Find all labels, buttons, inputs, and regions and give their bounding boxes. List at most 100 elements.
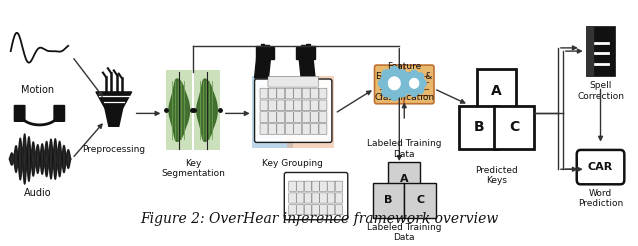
FancyBboxPatch shape	[285, 100, 293, 111]
FancyBboxPatch shape	[268, 76, 318, 87]
Polygon shape	[410, 78, 419, 88]
FancyBboxPatch shape	[375, 65, 434, 104]
Text: B: B	[384, 195, 392, 205]
FancyBboxPatch shape	[311, 112, 318, 123]
FancyBboxPatch shape	[269, 112, 276, 123]
FancyBboxPatch shape	[289, 181, 296, 191]
Polygon shape	[296, 47, 300, 59]
FancyBboxPatch shape	[304, 181, 312, 191]
FancyBboxPatch shape	[373, 183, 404, 218]
FancyBboxPatch shape	[289, 193, 296, 203]
FancyBboxPatch shape	[320, 193, 327, 203]
Polygon shape	[311, 46, 315, 59]
Polygon shape	[587, 28, 593, 75]
Text: CAR: CAR	[588, 162, 613, 172]
FancyBboxPatch shape	[302, 100, 310, 111]
FancyBboxPatch shape	[304, 205, 312, 215]
FancyBboxPatch shape	[13, 105, 26, 122]
FancyBboxPatch shape	[285, 88, 293, 99]
FancyBboxPatch shape	[335, 181, 343, 191]
FancyBboxPatch shape	[586, 26, 616, 76]
Text: Key
Segmentation: Key Segmentation	[161, 158, 225, 178]
FancyBboxPatch shape	[277, 112, 285, 123]
Polygon shape	[299, 59, 315, 78]
FancyBboxPatch shape	[577, 150, 625, 184]
FancyBboxPatch shape	[312, 181, 320, 191]
FancyBboxPatch shape	[320, 181, 327, 191]
FancyBboxPatch shape	[389, 162, 420, 196]
Text: A: A	[491, 84, 502, 98]
FancyBboxPatch shape	[302, 88, 310, 99]
FancyBboxPatch shape	[494, 106, 534, 149]
Text: Labeled Training
Data: Labeled Training Data	[367, 223, 441, 242]
FancyBboxPatch shape	[260, 100, 268, 111]
FancyBboxPatch shape	[255, 79, 332, 142]
FancyBboxPatch shape	[302, 123, 310, 134]
Polygon shape	[389, 77, 400, 90]
Text: Figure 2: OverHear inference framework overview: Figure 2: OverHear inference framework o…	[140, 212, 498, 226]
FancyBboxPatch shape	[477, 69, 516, 112]
Text: Spell
Correction: Spell Correction	[577, 81, 624, 101]
FancyBboxPatch shape	[277, 88, 285, 99]
Polygon shape	[256, 46, 260, 59]
FancyBboxPatch shape	[311, 100, 318, 111]
Text: Word
Prediction: Word Prediction	[578, 189, 623, 208]
Polygon shape	[306, 44, 310, 59]
Text: Preprocessing: Preprocessing	[82, 145, 145, 154]
FancyBboxPatch shape	[269, 100, 276, 111]
Polygon shape	[255, 59, 271, 78]
Polygon shape	[378, 66, 410, 100]
FancyBboxPatch shape	[285, 123, 293, 134]
FancyBboxPatch shape	[319, 100, 327, 111]
FancyBboxPatch shape	[260, 123, 268, 134]
Polygon shape	[197, 79, 218, 141]
FancyBboxPatch shape	[297, 181, 304, 191]
FancyBboxPatch shape	[167, 70, 192, 150]
Text: B: B	[473, 120, 484, 134]
FancyBboxPatch shape	[277, 100, 285, 111]
FancyBboxPatch shape	[293, 88, 302, 99]
FancyBboxPatch shape	[327, 193, 335, 203]
FancyBboxPatch shape	[293, 100, 302, 111]
Text: Motion: Motion	[21, 85, 54, 95]
FancyBboxPatch shape	[297, 205, 304, 215]
FancyBboxPatch shape	[251, 76, 293, 148]
FancyBboxPatch shape	[319, 88, 327, 99]
FancyBboxPatch shape	[459, 106, 498, 149]
FancyBboxPatch shape	[260, 88, 268, 99]
Text: Key Grouping: Key Grouping	[262, 158, 323, 168]
FancyBboxPatch shape	[319, 112, 327, 123]
FancyBboxPatch shape	[289, 205, 296, 215]
FancyBboxPatch shape	[194, 70, 220, 150]
FancyBboxPatch shape	[312, 205, 320, 215]
FancyBboxPatch shape	[285, 112, 293, 123]
Polygon shape	[402, 70, 426, 96]
Text: Audio: Audio	[24, 187, 51, 198]
Text: C: C	[509, 120, 519, 134]
FancyBboxPatch shape	[320, 205, 327, 215]
Text: C: C	[416, 195, 424, 205]
FancyBboxPatch shape	[311, 88, 318, 99]
FancyBboxPatch shape	[404, 183, 436, 218]
FancyBboxPatch shape	[269, 123, 276, 134]
FancyBboxPatch shape	[287, 76, 334, 148]
FancyBboxPatch shape	[335, 205, 343, 215]
Text: Labeled Training
Data: Labeled Training Data	[367, 139, 441, 159]
FancyBboxPatch shape	[293, 123, 302, 134]
FancyBboxPatch shape	[285, 172, 348, 220]
Polygon shape	[301, 45, 305, 59]
FancyBboxPatch shape	[277, 123, 285, 134]
FancyBboxPatch shape	[54, 105, 65, 122]
FancyBboxPatch shape	[319, 123, 327, 134]
Polygon shape	[105, 108, 122, 126]
FancyBboxPatch shape	[335, 193, 343, 203]
Text: A: A	[400, 174, 408, 184]
Text: Predicted
Keys: Predicted Keys	[475, 166, 518, 185]
FancyBboxPatch shape	[297, 193, 304, 203]
Polygon shape	[96, 92, 131, 108]
FancyBboxPatch shape	[327, 205, 335, 215]
Polygon shape	[265, 45, 269, 59]
Polygon shape	[271, 47, 274, 59]
FancyBboxPatch shape	[260, 112, 268, 123]
FancyBboxPatch shape	[293, 112, 302, 123]
